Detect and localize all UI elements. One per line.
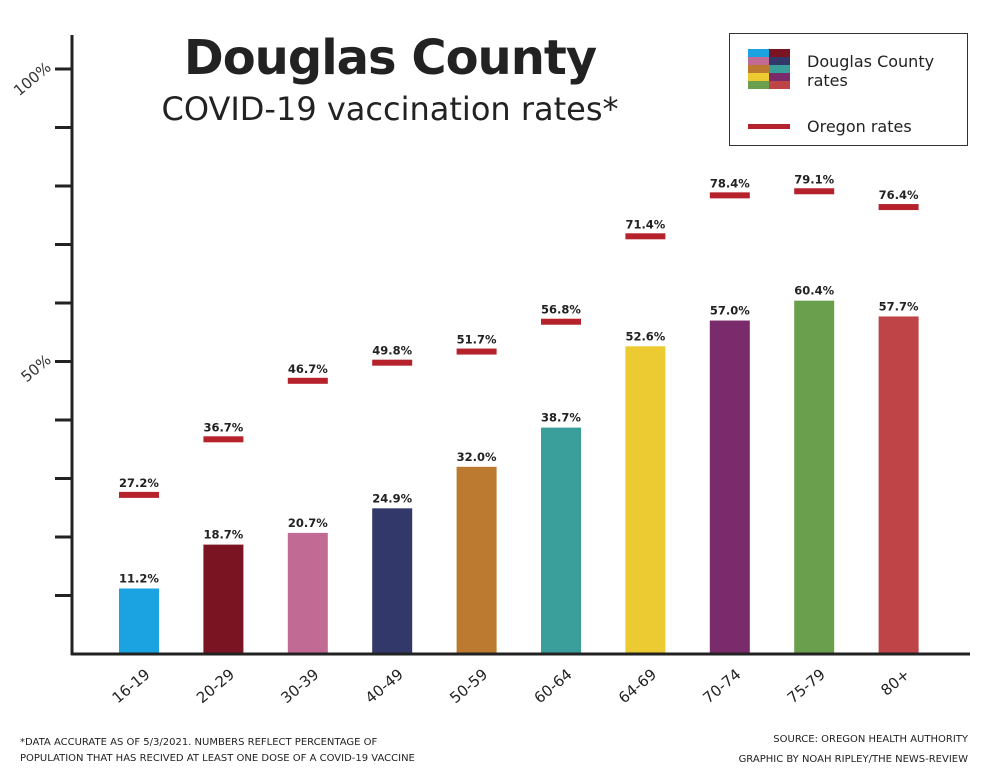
legend-swatch-cell [748,49,769,57]
credit-text: GRAPHIC BY NOAH RIPLEY/THE NEWS-REVIEW [738,754,968,765]
x-tick-label-30-39: 30-39 [277,665,322,707]
oregon-marker-20-29 [203,436,244,443]
x-tick-label-60-64: 60-64 [531,665,576,707]
county-bar-20-29 [203,544,244,654]
oregon-marker-64-69 [625,233,666,240]
legend: Douglas County rates Oregon rates [729,33,968,146]
oregon-marker-70-74 [709,192,750,199]
legend-swatch-cell [748,73,769,81]
legend-county-label-line1: Douglas County [807,52,935,71]
y-tick-label-50: 50% [17,351,54,386]
oregon-marker-40-49 [372,359,413,366]
county-bar-50-59 [456,466,497,654]
county-bar-80+ [878,316,919,654]
oregon-marker-75-79 [794,188,835,195]
county-value-label-50-59: 32.0% [457,450,497,464]
footnote-line-2: POPULATION THAT HAS RECIVED AT LEAST ONE… [20,753,415,764]
county-bar-16-19 [119,588,159,654]
chart-title: Douglas County [183,30,597,86]
x-tick-label-80+: 80+ [877,665,913,699]
county-value-label-64-69: 52.6% [625,329,665,343]
x-tick-label-50-59: 50-59 [446,665,491,707]
chart-subtitle: COVID-19 vaccination rates* [161,90,619,128]
county-bar-75-79 [794,300,835,654]
oregon-marker-50-59 [456,348,497,355]
legend-swatch-cell [769,81,790,89]
county-value-label-70-74: 57.0% [710,304,750,318]
x-tick-label-40-49: 40-49 [362,665,407,707]
footnote: *DATA ACCURATE AS OF 5/3/2021. NUMBERS R… [20,735,440,767]
oregon-value-label-80+: 76.4% [879,188,919,202]
legend-swatch-cell [769,65,790,73]
oregon-value-label-70-74: 78.4% [710,176,750,190]
county-value-label-30-39: 20.7% [288,516,328,530]
legend-county-label-line2: rates [807,71,848,90]
x-tick-label-70-74: 70-74 [699,665,744,707]
oregon-value-label-30-39: 46.7% [288,362,328,376]
legend-swatch-cell [769,73,790,81]
legend-swatch-cell [748,65,769,73]
legend-oregon-swatch [748,124,790,129]
footnote-line-1: *DATA ACCURATE AS OF 5/3/2021. NUMBERS R… [20,737,378,748]
county-bars: 11.2% 18.7% 20.7% 24.9% 32.0% 38.7% 52.6% 57.0%… [119,284,919,654]
source-credit: SOURCE: OREGON HEALTH AUTHORITY GRAPHIC … [739,730,968,770]
legend-swatch-cell [748,57,769,65]
county-value-label-80+: 57.7% [879,299,919,313]
oregon-value-label-75-79: 79.1% [794,172,834,186]
county-bar-40-49 [372,508,413,654]
oregon-marker-60-64 [541,318,581,325]
county-bar-30-39 [287,532,328,654]
oregon-value-label-20-29: 36.7% [203,420,243,434]
source-text: SOURCE: OREGON HEALTH AUTHORITY [773,734,968,745]
county-bar-70-74 [709,320,750,654]
legend-swatch-cell [769,49,790,57]
oregon-value-label-60-64: 56.8% [541,303,581,317]
legend-swatch-cell [748,81,769,89]
x-axis: 16-19 20-29 30-39 40-49 50-59 60-64 64-69 70-74… [71,652,970,707]
x-tick-label-16-19: 16-19 [109,665,154,707]
county-bar-60-64 [541,427,581,654]
oregon-value-label-50-59: 51.7% [457,333,497,347]
y-tick-label-100: 100% [10,58,54,99]
county-value-label-60-64: 38.7% [541,411,581,425]
county-legend-swatch [748,49,790,89]
oregon-value-label-64-69: 71.4% [625,217,665,231]
x-tick-label-20-29: 20-29 [193,665,238,707]
oregon-value-label-40-49: 49.8% [372,344,412,358]
county-value-label-16-19: 11.2% [119,571,159,585]
y-axis: 50% 100% [10,35,74,655]
oregon-marker-16-19 [119,491,159,498]
oregon-markers: 27.2% 36.7% 46.7% 49.8% 51.7% 56.8% 71.4% 78.4%… [119,172,919,498]
x-tick-label-75-79: 75-79 [784,665,829,707]
county-value-label-40-49: 24.9% [372,491,412,505]
oregon-marker-80+ [878,204,919,211]
oregon-value-label-16-19: 27.2% [119,476,159,490]
x-tick-label-64-69: 64-69 [615,665,660,707]
county-value-label-75-79: 60.4% [794,284,834,298]
oregon-marker-30-39 [287,377,328,384]
legend-oregon-label: Oregon rates [807,117,912,136]
legend-swatch-cell [769,57,790,65]
county-value-label-20-29: 18.7% [203,528,243,542]
county-bar-64-69 [625,346,666,654]
